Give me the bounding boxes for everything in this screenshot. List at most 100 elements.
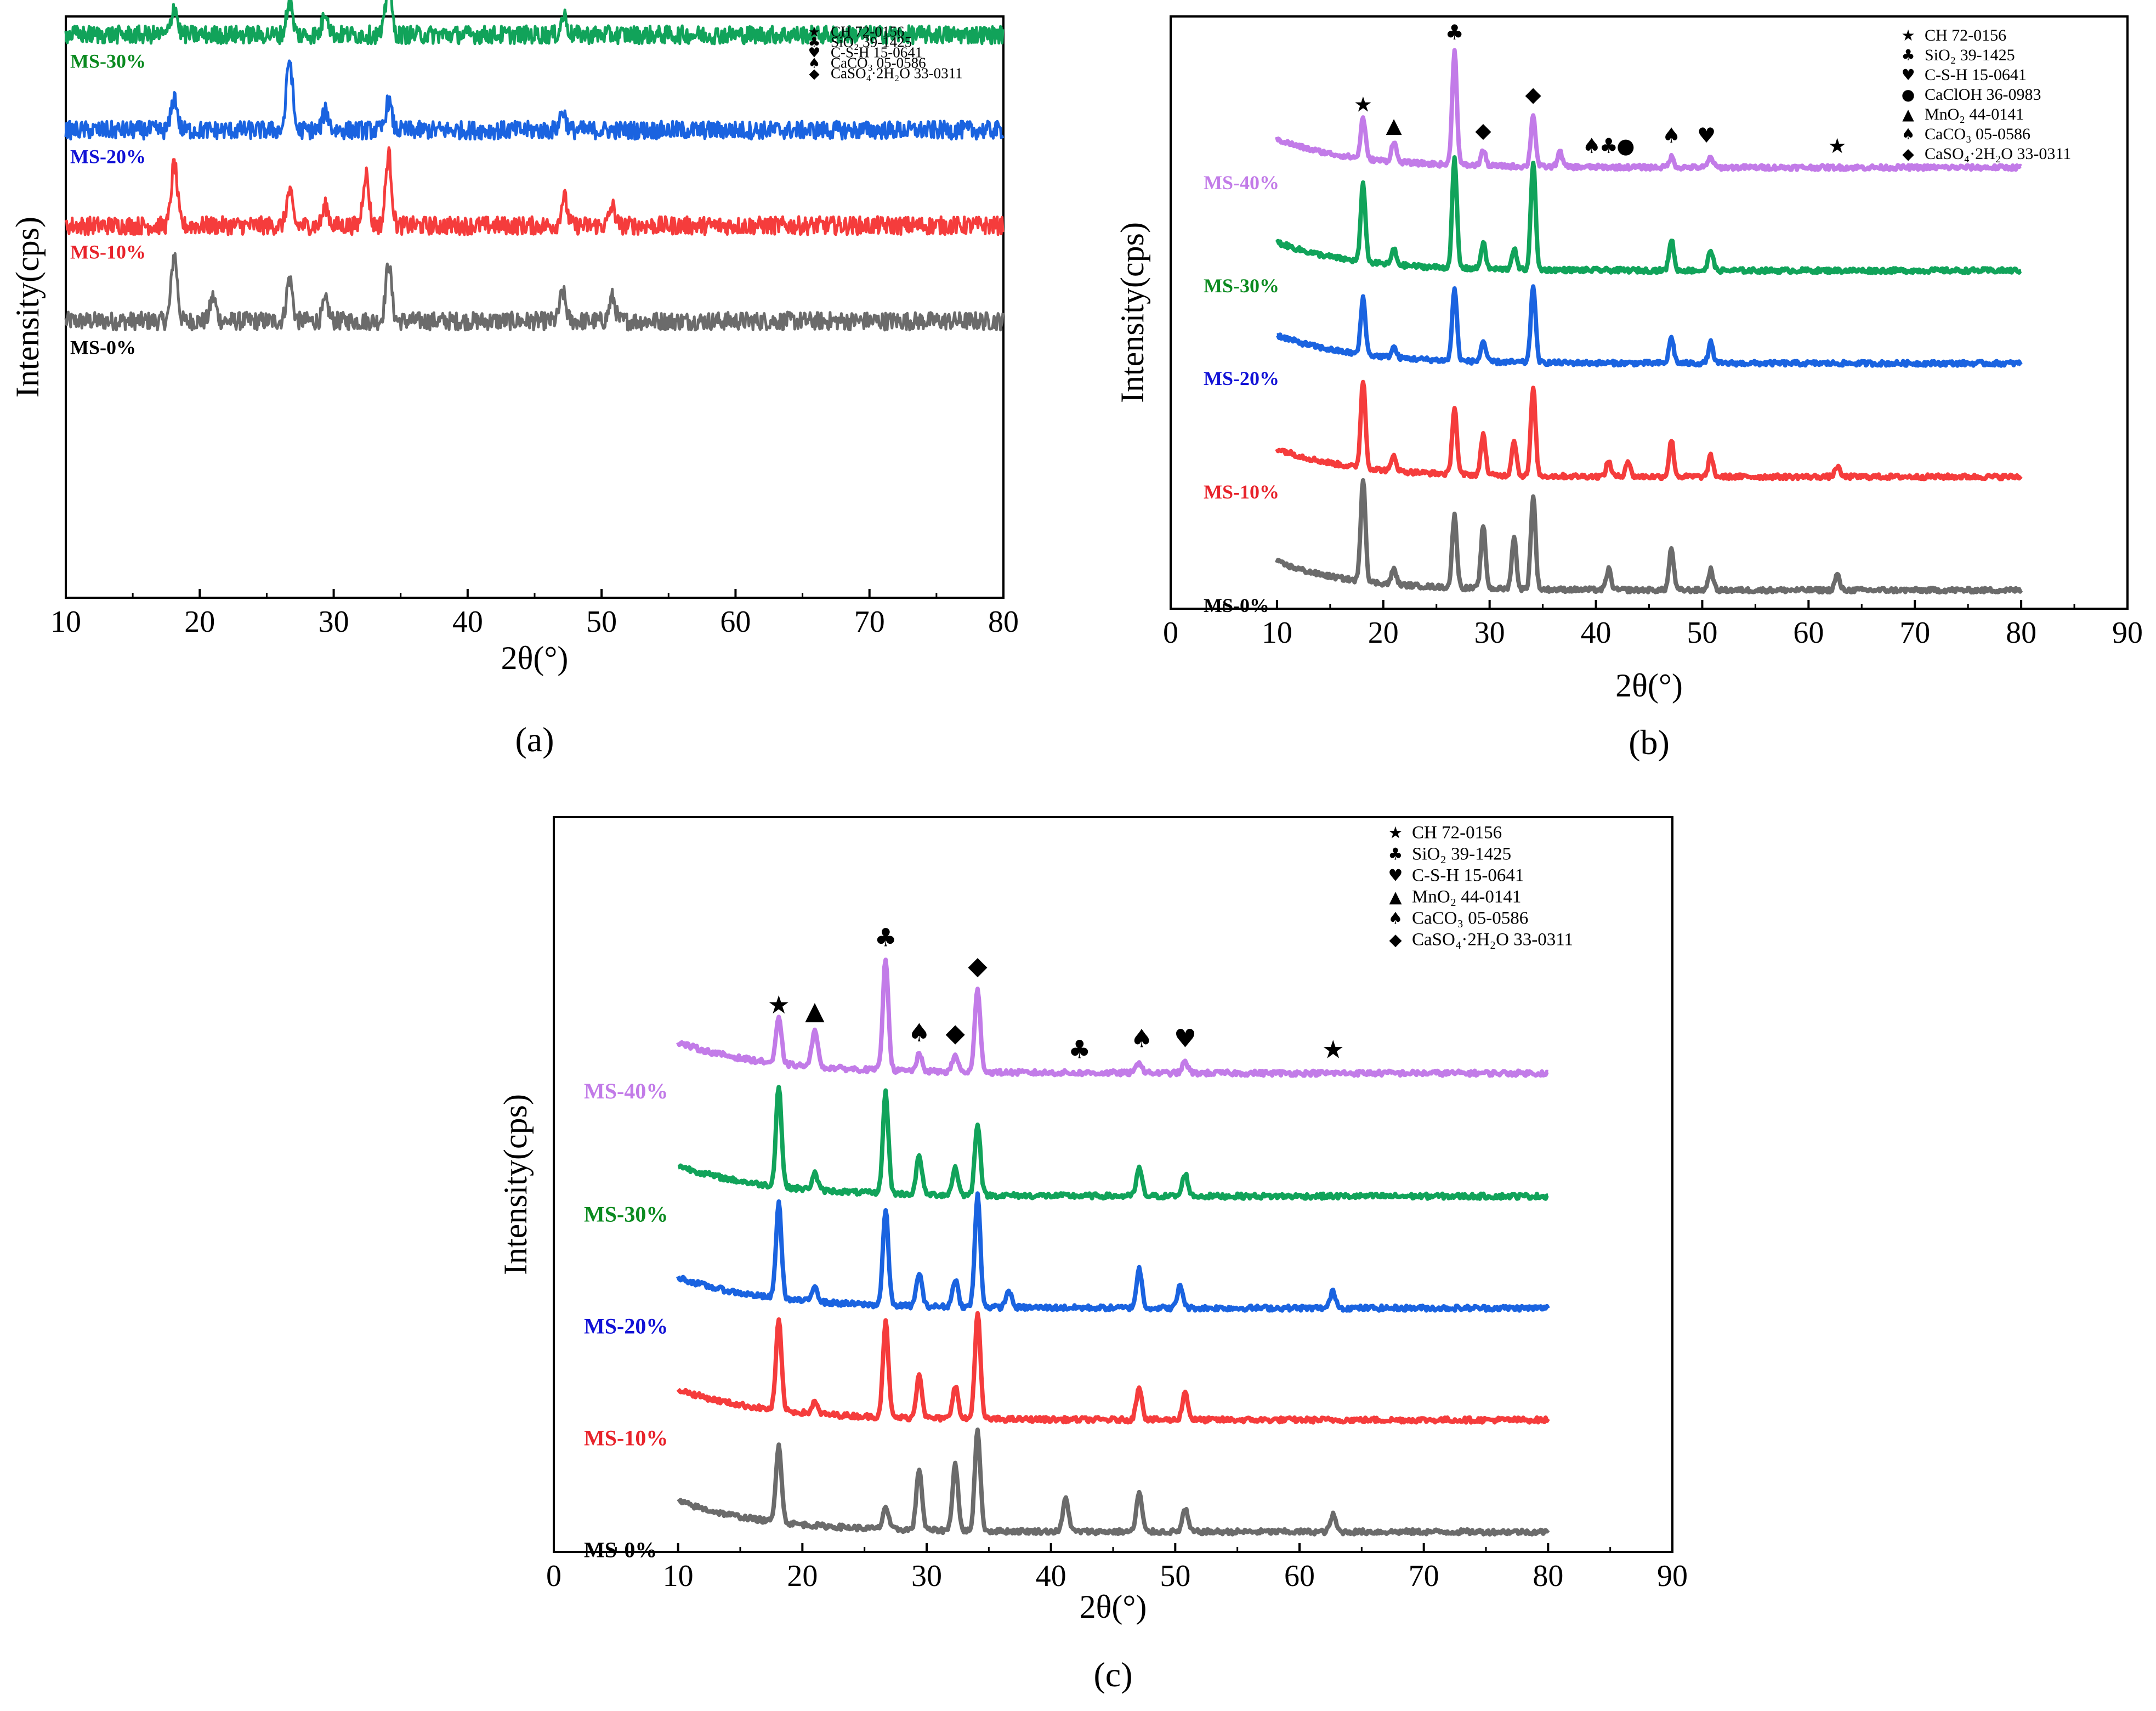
peak-marker: ♣ [1068, 1035, 1091, 1064]
legend-symbol: ▲ [1389, 887, 1402, 907]
peak-marker: ▲ [805, 995, 825, 1025]
legend-entry: CH 72-0156 [1412, 823, 1502, 842]
x-tick-label: 30 [319, 605, 349, 639]
legend-entry: C-S-H 15-0641 [1412, 865, 1524, 885]
series-line-MS-0pct [677, 1427, 1550, 1537]
legend-symbol: ♥ [1901, 66, 1915, 84]
peak-marker: ● [1616, 134, 1635, 158]
xrd-panel-a: 10 20 30 40 50 60 70 80 2θ(°) Intensity(cps) (a) MS… [9, 0, 1019, 759]
xrd-panel-b: 0 10 20 30 40 50 60 70 80 90 2θ(°) Intensity(cps) (b… [1114, 15, 2143, 762]
x-tick-label: 10 [1262, 616, 1292, 650]
peak-marker: ♠ [908, 1018, 931, 1047]
x-tick-label: 20 [1368, 616, 1399, 650]
x-tick-label: 90 [1657, 1559, 1688, 1593]
peak-marker: ♣ [1445, 20, 1464, 44]
series-line-MS-0pct [1275, 478, 2023, 595]
legend: ★ CH 72-0156 ♣ SiO₂ 39-1425 ♥ C-S-H 15-0641 ▲ M… [1388, 823, 1573, 949]
peak-marker: ★ [1354, 93, 1372, 117]
series-line-MS-20pct [676, 1191, 1550, 1313]
legend-entry: CaCO₃ 05-0586 [1925, 125, 2030, 143]
x-tick-label: 50 [1160, 1559, 1190, 1593]
x-tick-label: 60 [1284, 1559, 1315, 1593]
legend-symbol: ♥ [1388, 866, 1403, 885]
series-line-MS-0pct [64, 252, 1005, 332]
y-axis-label: Intensity(cps) [1114, 222, 1150, 403]
legend-symbol: ▲ [1902, 105, 1914, 123]
legend-symbol: ★ [1901, 26, 1915, 44]
x-axis-label: 2θ(°) [501, 640, 569, 676]
peak-marker: ★ [1322, 1035, 1344, 1064]
panel-label: (a) [515, 720, 554, 759]
peak-marker: ◆ [945, 1018, 965, 1047]
series-label: MS-20% [70, 145, 146, 167]
legend-symbol: ♣ [808, 35, 820, 50]
legend-symbol: ♠ [1901, 125, 1915, 143]
x-tick-label: 50 [586, 605, 617, 639]
series-line-MS-40pct [676, 958, 1550, 1078]
legend-entry: SiO₂ 39-1425 [831, 34, 912, 50]
series-line-MS-10pct [65, 146, 1005, 236]
peak-marker: ♥ [1697, 123, 1716, 148]
legend-symbol: ♠ [808, 55, 820, 71]
legend-entry: CaSO₄·2H₂O 33-0311 [1412, 930, 1573, 949]
x-tick-label: 80 [2006, 616, 2036, 650]
series-line-MS-20pct [64, 59, 1005, 141]
series-label: MS-30% [70, 50, 146, 72]
legend-entry: MnO₂ 44-0141 [1925, 105, 2024, 123]
x-tick-label: 60 [720, 605, 751, 639]
series-label: MS-0% [584, 1537, 657, 1562]
peak-marker: ★ [768, 990, 790, 1019]
legend-entry: C-S-H 15-0641 [831, 44, 922, 61]
peak-marker: ◆ [1475, 118, 1491, 143]
x-tick-label: 70 [1899, 616, 1930, 650]
peak-marker: ♠ [1582, 134, 1601, 158]
x-tick-label: 20 [787, 1559, 818, 1593]
legend-entry: CH 72-0156 [831, 24, 904, 40]
legend-symbol: ♠ [1388, 909, 1403, 928]
legend: ★ CH 72-0156 ♣ SiO₂ 39-1425 ♥ C-S-H 15-0641 ♠ C… [808, 24, 963, 82]
legend-entry: CaCO₃ 05-0586 [831, 55, 926, 71]
legend-entry: SiO₂ 39-1425 [1925, 46, 2015, 64]
peak-marker: ◆ [968, 951, 988, 981]
peak-marker: ♠ [1131, 1023, 1153, 1053]
series-label: MS-0% [70, 336, 136, 358]
series-line-MS-20pct [1275, 284, 2023, 368]
legend-entry: MnO₂ 44-0141 [1412, 887, 1521, 907]
series-label: MS-30% [584, 1202, 668, 1226]
legend-entry: CaSO₄·2H₂O 33-0311 [1925, 145, 2071, 163]
series-label: MS-30% [1204, 275, 1279, 297]
series-label: MS-10% [1204, 481, 1279, 503]
xrd-panel-c: 0 10 20 30 40 50 60 70 80 90 2θ(°) Intensity(cps) (c… [497, 816, 1688, 1694]
x-tick-label: 0 [546, 1559, 561, 1593]
series-line-MS-30pct [677, 1085, 1550, 1201]
series-label: MS-10% [70, 241, 146, 263]
x-tick-label: 50 [1687, 616, 1717, 650]
x-tick-label: 80 [988, 605, 1019, 639]
legend-symbol: ♣ [1388, 845, 1403, 864]
peak-marker: ▲ [1386, 113, 1403, 137]
x-tick-label: 10 [50, 605, 81, 639]
series-line-MS-10pct [1275, 379, 2023, 481]
series-line-MS-10pct [676, 1311, 1550, 1425]
legend-entry: SiO₂ 39-1425 [1412, 844, 1511, 864]
series-label: MS-20% [584, 1313, 668, 1338]
legend-entry: CaSO₄·2H₂O 33-0311 [831, 65, 963, 82]
legend-symbol: ♥ [808, 45, 820, 61]
x-axis-label: 2θ(°) [1080, 1589, 1147, 1625]
peak-marker: ◆ [1525, 82, 1542, 106]
x-tick-label: 40 [1581, 616, 1612, 650]
series-line-MS-40pct [1275, 48, 2023, 172]
series-line-MS-30pct [1275, 155, 2023, 275]
x-tick-label: 30 [1474, 616, 1505, 650]
x-tick-label: 40 [452, 605, 483, 639]
x-tick-label: 70 [854, 605, 885, 639]
legend-symbol: ★ [1388, 823, 1403, 842]
legend-entry: CH 72-0156 [1925, 26, 2006, 44]
x-tick-label: 90 [2112, 616, 2143, 650]
legend-symbol: ◆ [809, 66, 820, 82]
y-axis-label: Intensity(cps) [9, 217, 46, 398]
series-line-MS-30pct [64, 0, 1005, 46]
x-tick-label: 40 [1036, 1559, 1066, 1593]
legend-symbol: ★ [808, 24, 820, 40]
x-tick-label: 30 [911, 1559, 942, 1593]
